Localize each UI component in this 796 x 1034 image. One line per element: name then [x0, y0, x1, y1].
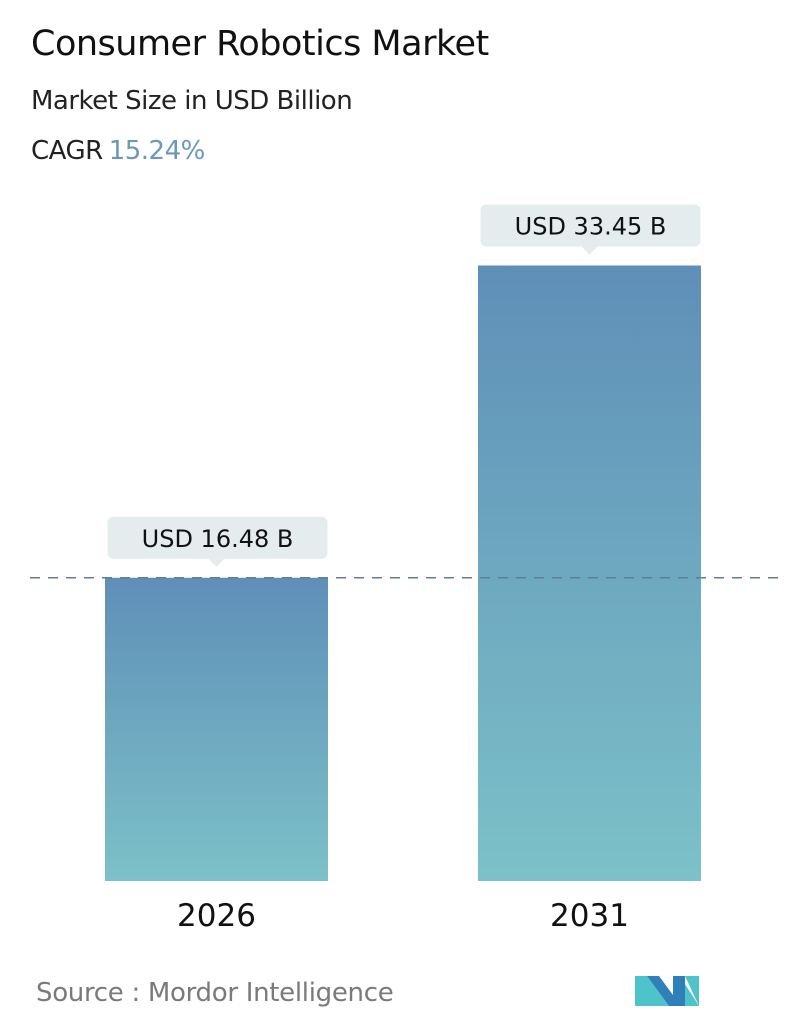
x-tick-label: 2026 [177, 898, 256, 934]
cagr-value: 15.24% [108, 136, 206, 166]
cagr-label: CAGR [31, 136, 103, 166]
source-text: Source : Mordor Intelligence [36, 978, 394, 1008]
bar-2031 [478, 265, 701, 881]
x-tick-label: 2031 [550, 898, 629, 934]
chart-title: Consumer Robotics Market [31, 24, 489, 64]
data-label: USD 16.48 B [142, 525, 294, 553]
data-label-pointer [208, 558, 225, 567]
data-label: USD 33.45 B [515, 213, 667, 241]
chart-subtitle: Market Size in USD Billion [31, 86, 353, 116]
data-label-pointer [581, 246, 598, 255]
data-label-box [480, 204, 701, 247]
data-label-box [107, 516, 328, 559]
bar-2026 [105, 577, 328, 881]
cagr: CAGR 15.24% [31, 136, 205, 166]
mordor-logo-icon [635, 976, 699, 1006]
